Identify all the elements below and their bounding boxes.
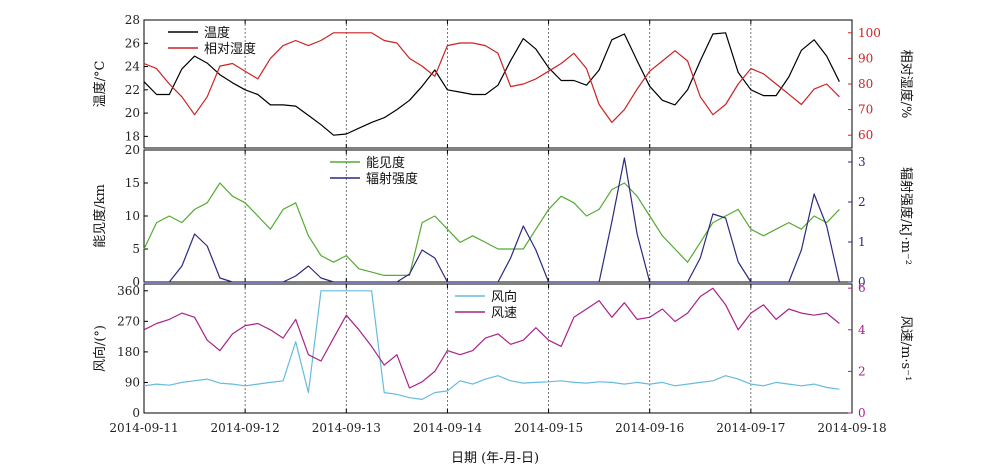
x-tick-label: 2014-09-17 (716, 421, 785, 435)
series-line-风向 (143, 290, 840, 400)
right-tick-label: 4 (858, 323, 866, 337)
right-tick-label: 70 (858, 103, 873, 117)
left-tick-label: 180 (117, 345, 140, 359)
right-tick-label: 1 (858, 235, 866, 249)
legend-label: 能见度 (366, 155, 405, 171)
panel-frame (143, 149, 853, 283)
x-tick-label: 2014-09-13 (312, 421, 381, 435)
left-axis-label: 温度/°C (92, 61, 108, 108)
left-tick-label: 5 (132, 242, 140, 256)
left-tick-label: 18 (125, 129, 140, 143)
x-tick-label: 2014-09-14 (413, 421, 483, 435)
left-tick-label: 26 (125, 36, 140, 50)
legend-label: 相对湿度 (204, 41, 256, 57)
left-tick-label: 270 (117, 314, 140, 328)
right-tick-label: 2 (858, 364, 866, 378)
x-tick-label: 2014-09-16 (615, 421, 684, 435)
legend-label: 风向 (491, 289, 517, 305)
right-tick-label: 6 (858, 281, 866, 295)
left-tick-label: 15 (125, 176, 140, 190)
right-tick-label: 0 (858, 275, 866, 289)
right-tick-label: 80 (858, 77, 873, 91)
panel-frame (143, 283, 853, 414)
left-axis-label: 能见度/km (92, 184, 108, 248)
series-line-辐射强度 (144, 157, 840, 283)
left-tick-label: 22 (125, 83, 140, 97)
x-axis-label: 日期 (年-月-日) (451, 451, 539, 466)
x-tick-label: 2014-09-18 (817, 421, 886, 435)
left-tick-label: 0 (132, 406, 140, 420)
left-tick-label: 360 (117, 284, 140, 298)
left-tick-label: 24 (125, 60, 141, 74)
legend-label: 风速 (491, 306, 517, 321)
left-tick-label: 20 (125, 143, 140, 157)
x-tick-label: 2014-09-12 (211, 421, 280, 435)
series-line-温度 (143, 32, 840, 136)
x-tick-label: 2014-09-15 (514, 421, 583, 435)
right-tick-label: 90 (858, 51, 873, 65)
right-axis-label: 辐射强度/kJ·m⁻² (898, 167, 914, 265)
left-tick-label: 0 (132, 275, 140, 289)
left-tick-label: 28 (125, 13, 140, 27)
right-tick-label: 3 (858, 155, 866, 169)
left-tick-label: 90 (125, 375, 140, 389)
left-tick-label: 20 (125, 106, 140, 120)
left-axis-label: 风向/(°) (92, 325, 108, 372)
x-tick-label: 2014-09-11 (109, 421, 178, 435)
right-tick-label: 100 (858, 26, 881, 40)
right-tick-label: 2 (858, 195, 866, 209)
right-tick-label: 0 (858, 406, 866, 420)
series-line-风速 (143, 287, 840, 389)
legend-label: 辐射强度 (366, 171, 418, 187)
series-line-能见度 (143, 182, 840, 276)
right-tick-label: 60 (858, 128, 873, 142)
legend-label: 温度 (204, 25, 230, 41)
left-tick-label: 10 (125, 209, 140, 223)
series-line-相对湿度 (143, 32, 840, 124)
right-axis-label: 风速/m·s⁻¹ (898, 316, 913, 382)
right-axis-label: 相对湿度/% (898, 50, 914, 119)
